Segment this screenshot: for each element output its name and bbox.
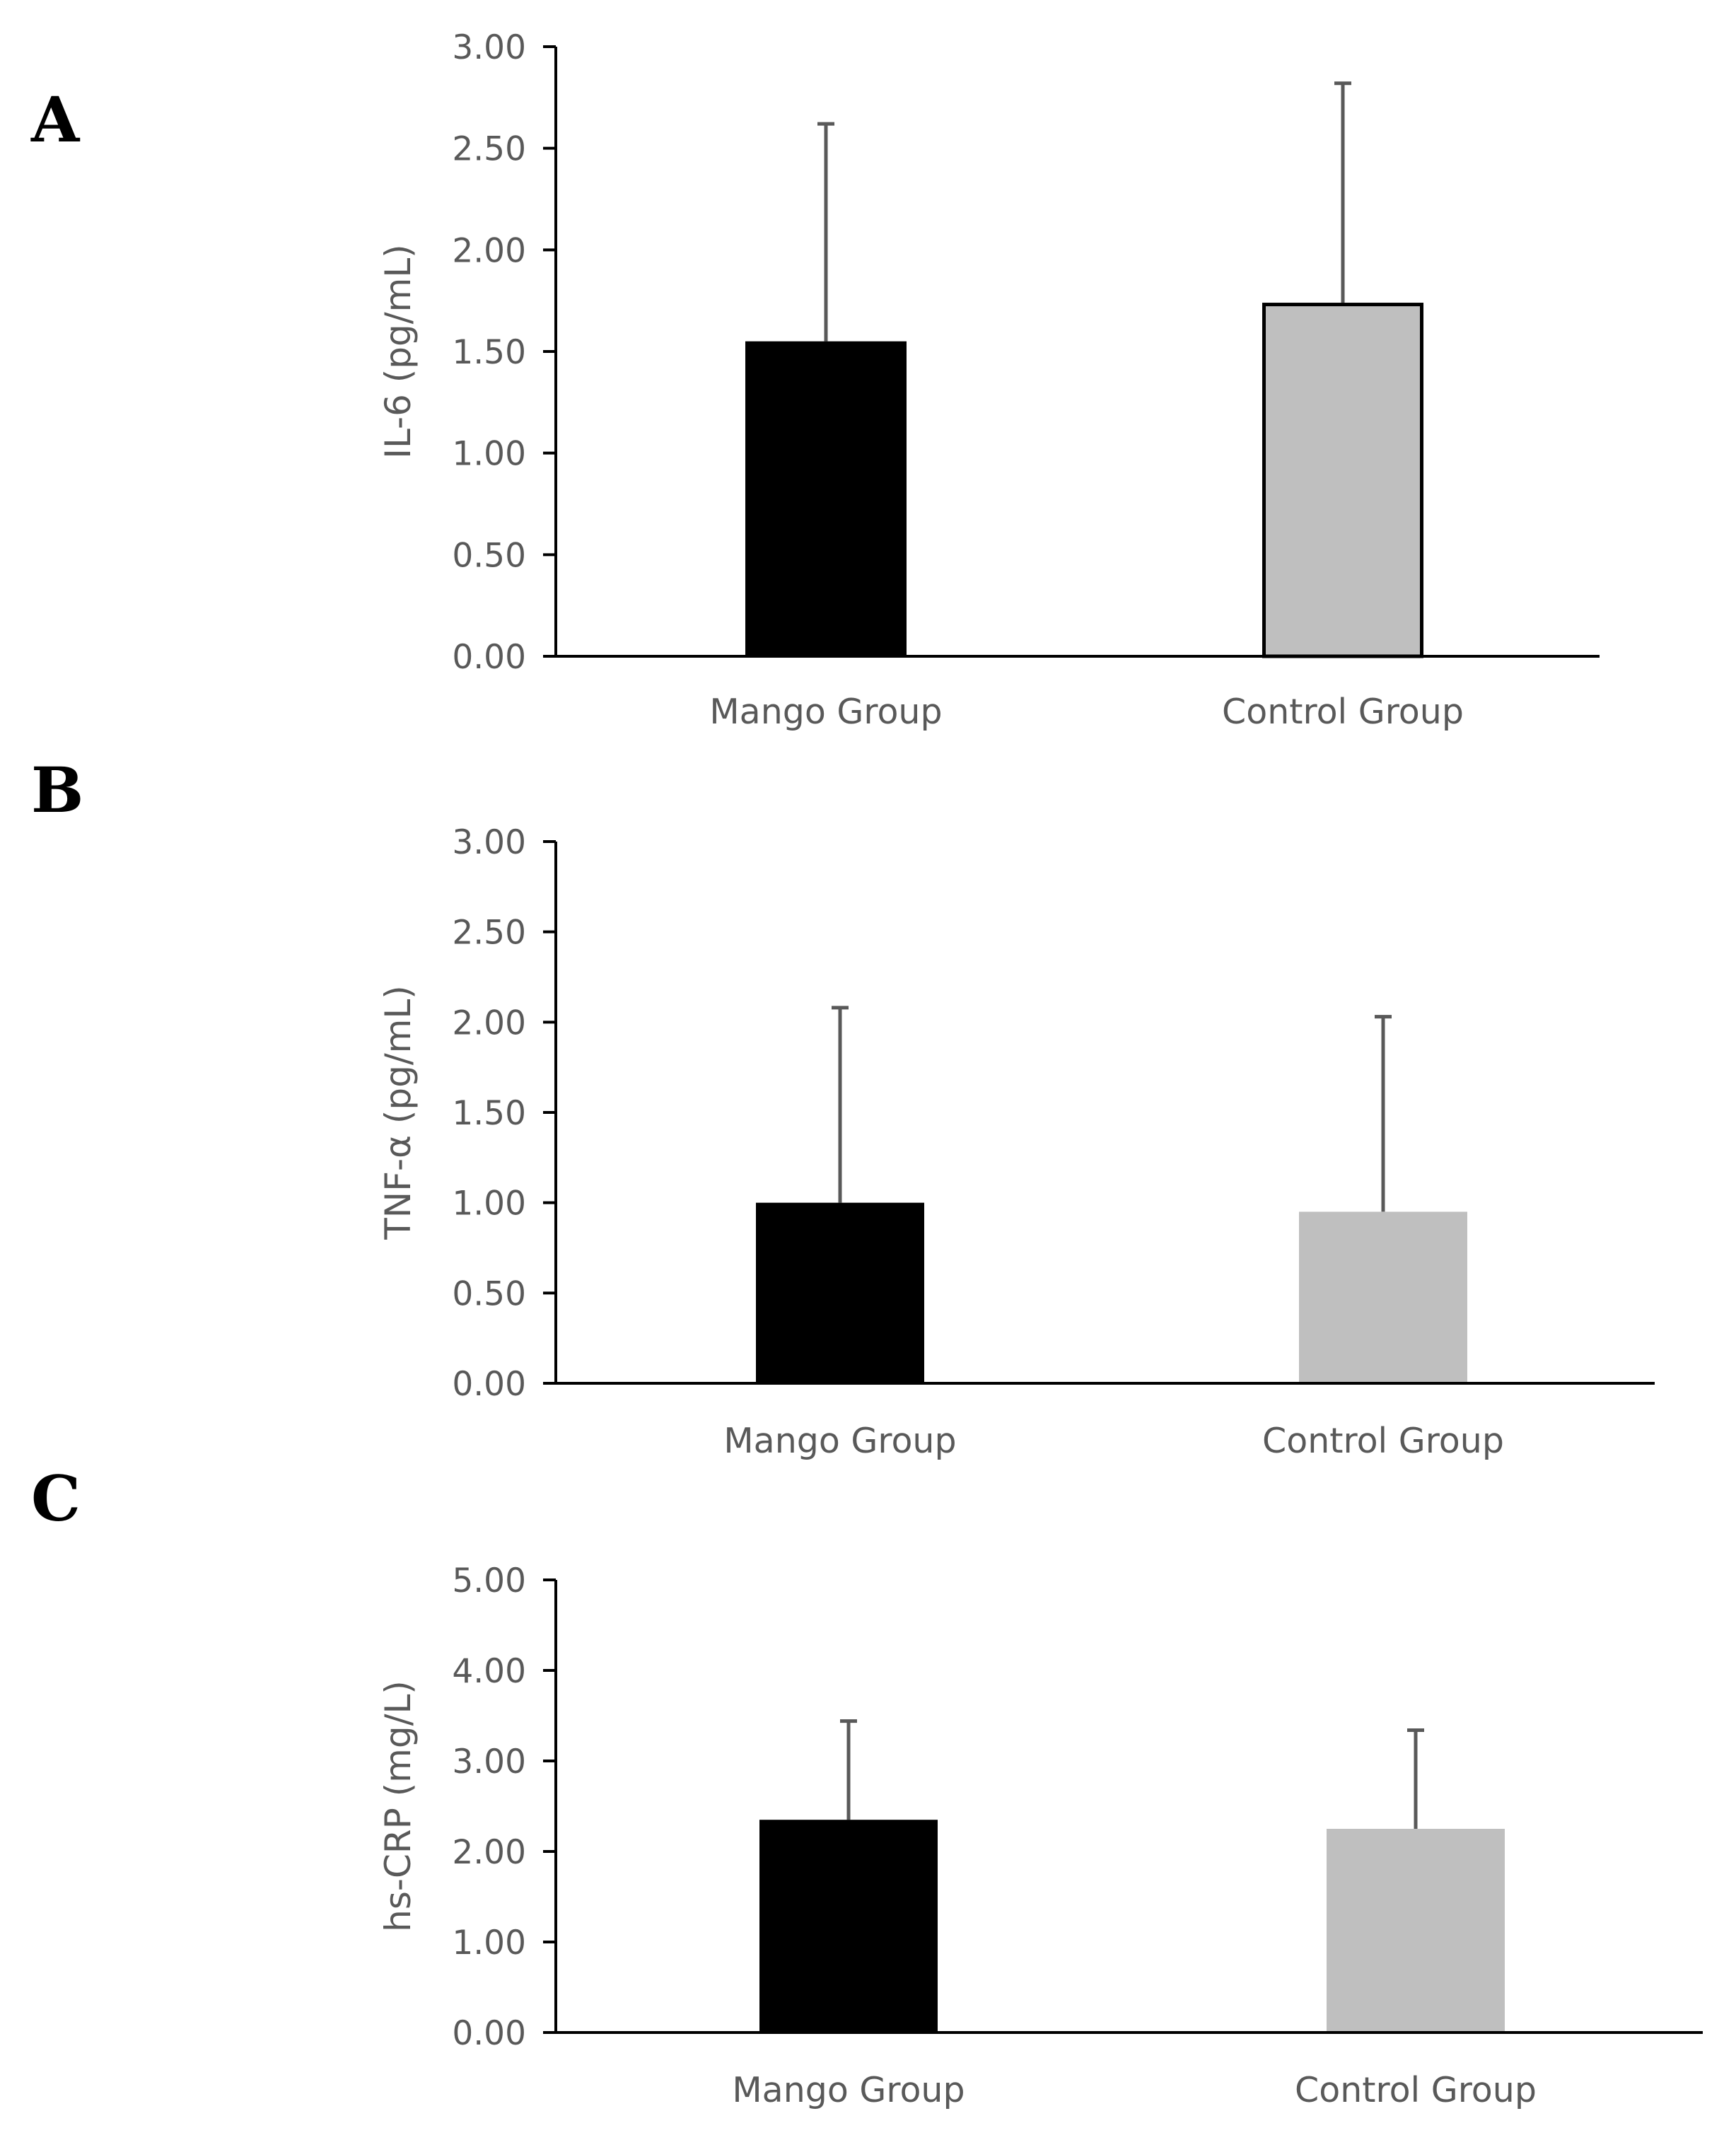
panel-b-y-tick-label-5: 2.50: [452, 914, 526, 953]
panel-b: B 0.00 0.50 1.00 1.50 2.00 2.50 3.00 Mango Grou…: [31, 753, 1655, 1461]
panel-b-mango-group-bar: [756, 1202, 924, 1383]
panel-b-y-tick-label-2: 1.00: [452, 1185, 526, 1223]
panel-c-letter: C: [31, 1462, 81, 1535]
panel-c-y-tick-label-5: 5.00: [452, 1562, 526, 1600]
panel-b-y-axis-title: TNF-α (pg/mL): [378, 985, 419, 1240]
panel-b-y-tick-label-4: 2.00: [452, 1004, 526, 1042]
panel-a: A 0.00 0.50 1.00 1.50 2.00 2.50 3.00 Mango Grou…: [30, 28, 1600, 732]
panel-b-letter: B: [31, 753, 83, 827]
panel-a-y-tick-label-3: 1.50: [452, 333, 526, 372]
panel-a-y-tick-label-4: 2.00: [452, 231, 526, 270]
panel-b-y-tick-label-1: 0.50: [452, 1274, 526, 1313]
panel-a-y-tick-label-2: 1.00: [452, 435, 526, 474]
panel-a-y-axis-title: IL-6 (pg/mL): [378, 244, 419, 458]
panel-c-y-tick-label-3: 3.00: [452, 1743, 526, 1781]
panel-a-y-tick-label-0: 0.00: [452, 638, 526, 677]
panel-c-category-label-mango-group: Mango Group: [732, 2070, 965, 2110]
panel-b-y-tick-label-0: 0.00: [452, 1365, 526, 1404]
panel-b-y-tick-label-3: 1.50: [452, 1094, 526, 1133]
panel-c: C 0.00 1.00 2.00 3.00 4.00 5.00 Mango Group Con…: [31, 1462, 1703, 2110]
panel-a-letter: A: [30, 83, 81, 156]
panel-a-mango-group-bar: [745, 341, 907, 656]
panel-c-y-tick-label-2: 2.00: [452, 1833, 526, 1872]
panel-b-control-group-bar: [1299, 1211, 1467, 1383]
panel-c-y-tick-label-4: 4.00: [452, 1652, 526, 1691]
panel-c-y-tick-label-0: 0.00: [452, 2014, 526, 2053]
panel-b-y-tick-label-6: 3.00: [452, 823, 526, 862]
panel-c-y-axis-title: hs-CRP (mg/L): [378, 1680, 419, 1932]
panel-c-category-label-control-group: Control Group: [1295, 2070, 1537, 2110]
panel-a-category-label-control-group: Control Group: [1222, 692, 1464, 732]
panel-a-y-tick-label-5: 2.50: [452, 130, 526, 169]
panel-b-category-label-control-group: Control Group: [1262, 1421, 1504, 1461]
panel-b-category-label-mango-group: Mango Group: [723, 1421, 956, 1461]
panel-a-y-tick-label-1: 0.50: [452, 536, 526, 575]
panel-a-control-group-bar: [1262, 303, 1423, 658]
panel-c-control-group-bar: [1327, 1829, 1505, 2033]
panel-c-y-tick-label-1: 1.00: [452, 1924, 526, 1962]
panel-c-mango-group-bar: [759, 1820, 938, 2033]
panel-a-y-tick-label-6: 3.00: [452, 28, 526, 67]
panel-a-category-label-mango-group: Mango Group: [709, 692, 942, 732]
